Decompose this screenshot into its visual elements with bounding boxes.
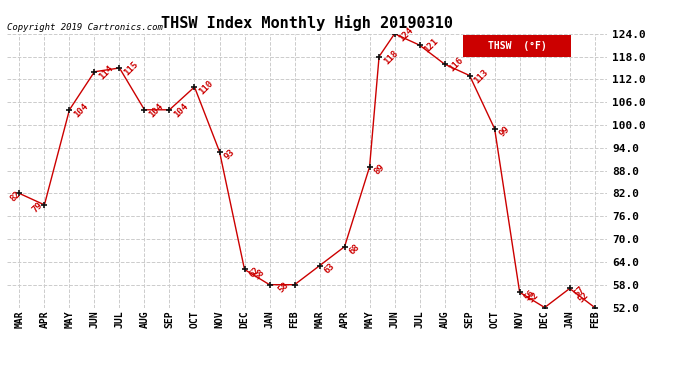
Text: 52: 52 [526,291,540,305]
Text: 58: 58 [277,280,290,294]
Text: 124: 124 [397,26,415,44]
Text: 52: 52 [577,291,591,305]
Text: 121: 121 [422,37,440,55]
Text: 114: 114 [97,64,115,81]
Text: 118: 118 [382,48,400,66]
Text: 110: 110 [197,79,215,97]
Text: 93: 93 [222,147,236,161]
Text: 63: 63 [322,261,336,275]
Text: 116: 116 [447,56,465,74]
Title: THSW Index Monthly High 20190310: THSW Index Monthly High 20190310 [161,15,453,31]
Text: 115: 115 [122,60,140,78]
Text: 104: 104 [172,102,190,120]
Text: 68: 68 [347,242,362,256]
Text: 58: 58 [253,268,267,282]
Text: 113: 113 [473,68,490,85]
Text: 104: 104 [72,102,90,120]
Text: Copyright 2019 Cartronics.com: Copyright 2019 Cartronics.com [7,23,163,32]
Text: 82: 82 [8,189,22,203]
Text: 62: 62 [247,265,262,279]
Text: 99: 99 [497,124,511,138]
Text: 104: 104 [147,102,165,120]
Text: 56: 56 [522,288,536,302]
Text: 57: 57 [573,284,586,298]
Text: 89: 89 [373,163,386,177]
Text: 79: 79 [30,201,44,214]
